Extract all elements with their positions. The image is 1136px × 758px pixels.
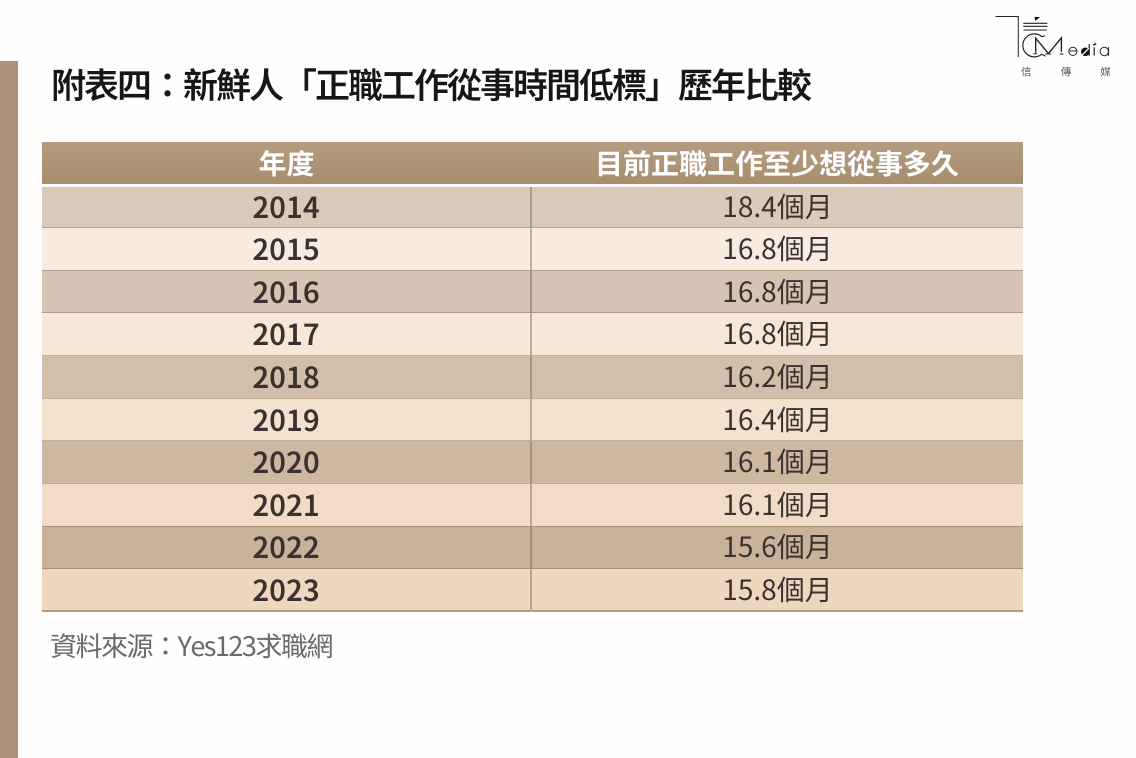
svg-text:信傳媒: 信傳媒 xyxy=(1021,64,1128,79)
